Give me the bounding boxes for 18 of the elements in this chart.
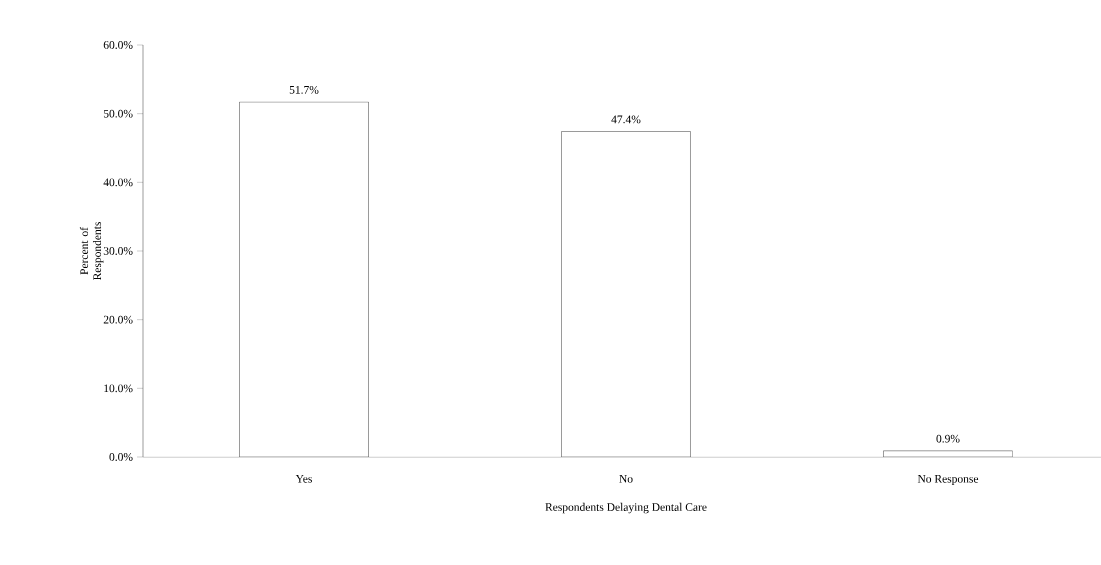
y-tick-label: 10.0% [104,384,133,393]
y-tick-label: 40.0% [103,178,133,187]
x-tick-label: No [619,475,633,483]
bar [561,131,691,457]
y-tick-label: 0.0% [109,453,133,461]
y-tick-label: 20.0% [103,315,133,324]
data-label: 47.4% [611,115,641,124]
data-label: 51.7% [289,85,319,94]
y-tick-label: 30.0% [103,247,133,255]
x-tick-label: No Response [917,475,979,485]
y-tick-label: 60.0% [103,41,133,49]
bar [883,450,1013,457]
y-tick-label: 50.0% [103,109,133,118]
x-axis-title: Respondents Delaying Dental Care [545,502,707,514]
y-axis-title: Percent of Respondents [79,222,104,281]
data-label: 0.9% [936,434,960,443]
bar [239,101,369,457]
x-tick-label: Yes [295,475,312,483]
